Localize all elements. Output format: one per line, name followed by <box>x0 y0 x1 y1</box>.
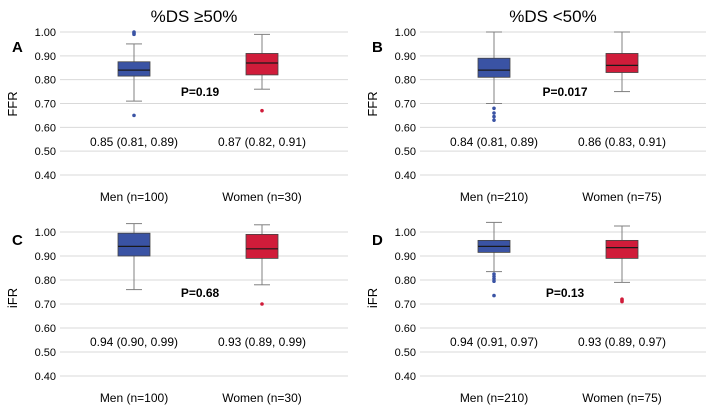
panel-label: C <box>12 232 23 249</box>
outlier-point <box>260 108 264 113</box>
column-title-left: %DS ≥50% <box>151 7 238 26</box>
outlier-point <box>492 106 496 111</box>
y-tick-label: 0.70 <box>395 299 416 311</box>
category-label: Men (n=100) <box>100 391 168 405</box>
y-tick-label: 0.70 <box>35 299 56 311</box>
outlier-point <box>492 279 496 284</box>
box-women <box>605 31 639 93</box>
y-tick-label: 1.00 <box>395 27 416 39</box>
y-tick-label: 0.80 <box>35 275 56 287</box>
y-tick-label: 0.50 <box>35 146 56 158</box>
p-value: P=0.017 <box>542 85 587 99</box>
outlier-point <box>132 113 136 118</box>
y-tick-label: 1.00 <box>35 27 56 39</box>
box-iqr <box>477 57 511 78</box>
outlier-point <box>620 299 624 304</box>
panel-label: A <box>12 39 23 56</box>
y-tick-label: 0.80 <box>35 75 56 87</box>
y-axis-label: iFR <box>5 288 20 308</box>
y-tick-label: 0.70 <box>35 99 56 111</box>
box-men <box>117 223 151 291</box>
summary-label: 0.84 (0.81, 0.89) <box>450 135 538 149</box>
outlier-point <box>260 302 264 306</box>
p-value: P=0.13 <box>546 286 585 300</box>
y-axis-label: FFR <box>365 91 380 116</box>
summary-label: 0.94 (0.90, 0.99) <box>90 335 178 349</box>
panel-label: B <box>372 39 383 56</box>
y-tick-label: 0.40 <box>395 371 416 383</box>
y-axis-label: FFR <box>5 91 20 116</box>
box-iqr <box>605 239 639 259</box>
y-tick-label: 1.00 <box>35 227 56 239</box>
y-tick-label: 0.70 <box>395 99 416 111</box>
y-tick-label: 0.60 <box>395 122 416 134</box>
outlier-point <box>492 293 496 298</box>
y-tick-label: 0.60 <box>395 323 416 335</box>
box-iqr <box>117 232 151 257</box>
y-tick-label: 0.60 <box>35 122 56 134</box>
y-tick-label: 0.90 <box>35 251 56 263</box>
p-value: P=0.68 <box>181 286 220 300</box>
y-tick-label: 0.90 <box>395 251 416 263</box>
panel-label: D <box>372 232 383 249</box>
outlier-point <box>492 111 496 115</box>
y-tick-label: 0.40 <box>35 371 56 383</box>
y-tick-label: 0.50 <box>395 146 416 158</box>
summary-label: 0.87 (0.82, 0.91) <box>218 135 306 149</box>
y-tick-label: 0.90 <box>395 51 416 63</box>
box-iqr <box>605 53 639 73</box>
summary-label: 0.85 (0.81, 0.89) <box>90 135 178 149</box>
y-tick-label: 0.50 <box>395 347 416 359</box>
outlier-point <box>132 30 136 34</box>
category-label: Men (n=210) <box>460 190 528 204</box>
column-title-right: %DS <50% <box>509 7 596 26</box>
y-tick-label: 0.50 <box>35 347 56 359</box>
category-label: Men (n=210) <box>460 391 528 405</box>
y-tick-label: 0.80 <box>395 275 416 287</box>
y-tick-label: 0.60 <box>35 323 56 335</box>
category-label: Women (n=30) <box>222 190 301 204</box>
y-tick-label: 0.80 <box>395 75 416 87</box>
box-women <box>245 33 279 113</box>
box-iqr <box>245 233 279 259</box>
summary-label: 0.86 (0.83, 0.91) <box>578 135 666 149</box>
category-label: Women (n=75) <box>582 190 661 204</box>
y-axis-label: iFR <box>365 288 380 308</box>
summary-label: 0.93 (0.89, 0.97) <box>578 335 666 349</box>
box-women <box>245 224 279 306</box>
summary-label: 0.94 (0.91, 0.97) <box>450 335 538 349</box>
outlier-point <box>492 114 496 119</box>
box-men <box>477 31 511 122</box>
category-label: Women (n=75) <box>582 391 661 405</box>
panels: A FFR 1.00 0.90 0.80 0.70 0.60 0.50 0.40 P=0.19 0.… <box>5 27 706 405</box>
y-tick-label: 0.40 <box>395 170 416 182</box>
summary-label: 0.93 (0.89, 0.99) <box>218 335 306 349</box>
box-women <box>605 225 639 304</box>
category-label: Men (n=100) <box>100 190 168 204</box>
category-label: Women (n=30) <box>222 391 301 405</box>
outlier-point <box>492 118 496 122</box>
y-tick-label: 0.90 <box>35 51 56 63</box>
y-tick-label: 0.40 <box>35 170 56 182</box>
y-tick-label: 1.00 <box>395 227 416 239</box>
box-iqr <box>245 53 279 76</box>
panel-b: B FFR 1.00 0.90 0.80 0.70 0.60 0.50 0.40 P=0.017 0… <box>365 27 706 204</box>
box-men <box>477 221 511 298</box>
box-men <box>117 30 151 118</box>
box-iqr <box>117 61 151 77</box>
p-value: P=0.19 <box>181 85 220 99</box>
panel-a: A FFR 1.00 0.90 0.80 0.70 0.60 0.50 0.40 P=0.19 0.… <box>5 27 348 204</box>
